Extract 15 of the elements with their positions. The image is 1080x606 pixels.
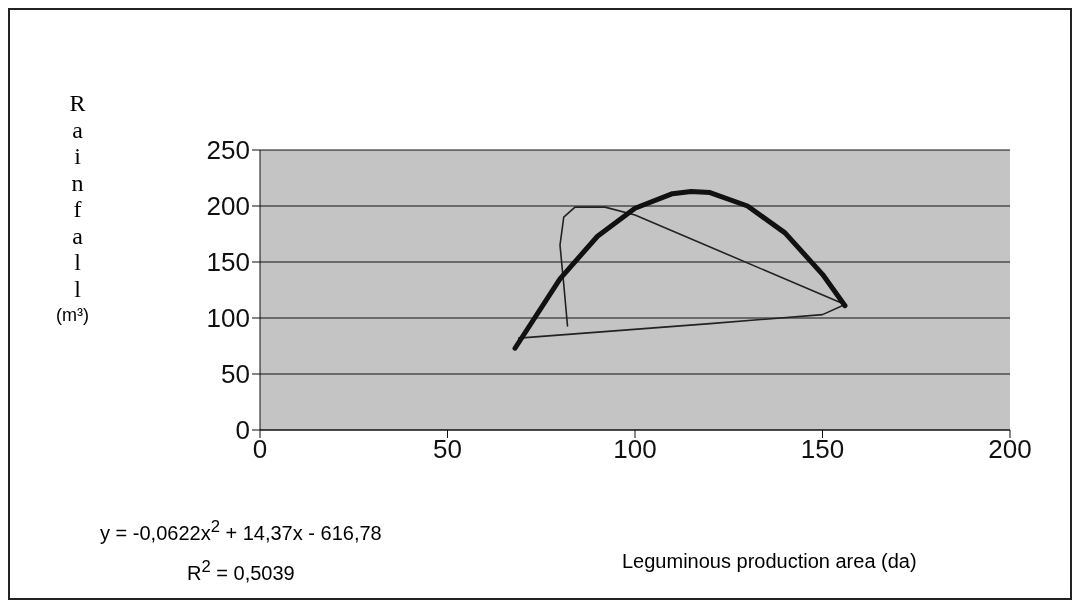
y-tick-label: 200 (206, 191, 250, 222)
line-series (517, 206, 846, 339)
y-tick-label: 250 (206, 135, 250, 166)
x-tick-label: 150 (800, 434, 845, 465)
text: R$^{2}$ = 0,5039 (186, 555, 296, 586)
y-tick-label: 150 (206, 247, 250, 278)
text: y = -0,0622x$^{2}$ + 14,37x - 616,78 (100, 516, 382, 546)
x-tick-label: 200 (988, 434, 1032, 465)
y-tick-label: 100 (206, 303, 250, 334)
x-tick-label: 100 (613, 434, 657, 465)
x-axis-title: Leguminous production area (da) (622, 550, 917, 573)
x-tick-label: 50 (433, 434, 462, 465)
text: Rainfall (m³) (56, 90, 89, 325)
y-tick-label: 50 (221, 359, 250, 390)
y-tick-label: 0 (235, 415, 250, 446)
